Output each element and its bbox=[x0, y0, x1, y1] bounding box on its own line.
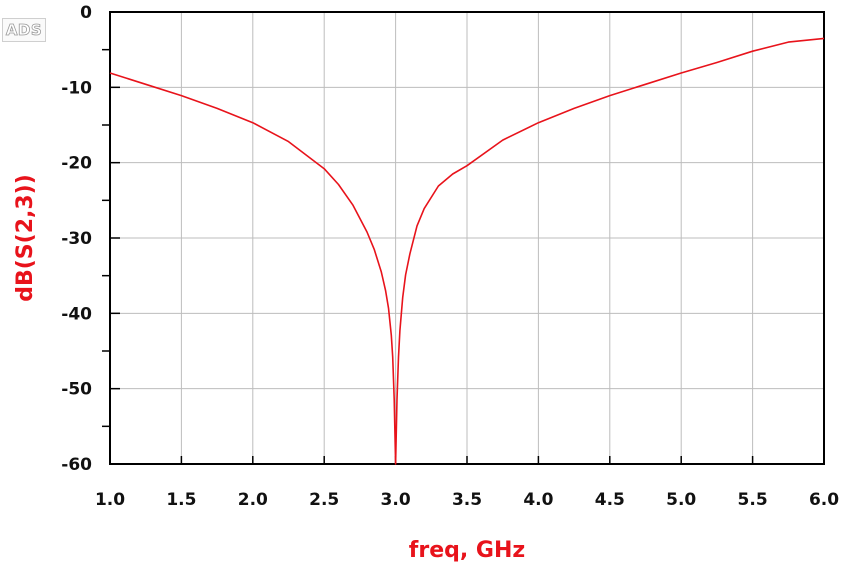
x-tick-label: 3.0 bbox=[381, 490, 411, 510]
plot-frame bbox=[109, 11, 825, 465]
x-tick-label: 1.0 bbox=[95, 490, 125, 510]
ads-logo: ADS bbox=[2, 18, 46, 42]
x-tick-label: 6.0 bbox=[809, 490, 839, 510]
x-tick-label: 1.5 bbox=[166, 490, 196, 510]
y-tick-label: 0 bbox=[80, 3, 92, 23]
series-layer bbox=[109, 37, 825, 465]
y-axis-title: dB(S(2,3)) bbox=[13, 174, 38, 302]
x-tick-label: 4.0 bbox=[523, 490, 553, 510]
y-tick-label: -50 bbox=[61, 380, 92, 400]
x-axis-title: freq, GHz bbox=[409, 538, 525, 563]
y-tick-label: -40 bbox=[61, 304, 92, 324]
x-tick-label: 2.0 bbox=[238, 490, 268, 510]
y-tick-label: -20 bbox=[61, 154, 92, 174]
x-tick-label: 5.5 bbox=[738, 490, 768, 510]
x-tick-label: 2.5 bbox=[309, 490, 339, 510]
y-tick-label: -10 bbox=[61, 78, 92, 98]
series-line-0 bbox=[109, 37, 825, 465]
x-tick-label: 5.0 bbox=[666, 490, 696, 510]
y-tick-labels: 0 -10 -20 -30 -40 -50 -60 bbox=[61, 3, 92, 475]
y-tick-label: -60 bbox=[61, 455, 92, 475]
y-tick-label: -30 bbox=[61, 229, 92, 249]
x-tick-label: 3.5 bbox=[452, 490, 482, 510]
x-tick-label: 4.5 bbox=[595, 490, 625, 510]
x-tick-labels: 1.0 1.5 2.0 2.5 3.0 3.5 4.0 4.5 5.0 5.5 6.0 bbox=[95, 490, 839, 510]
